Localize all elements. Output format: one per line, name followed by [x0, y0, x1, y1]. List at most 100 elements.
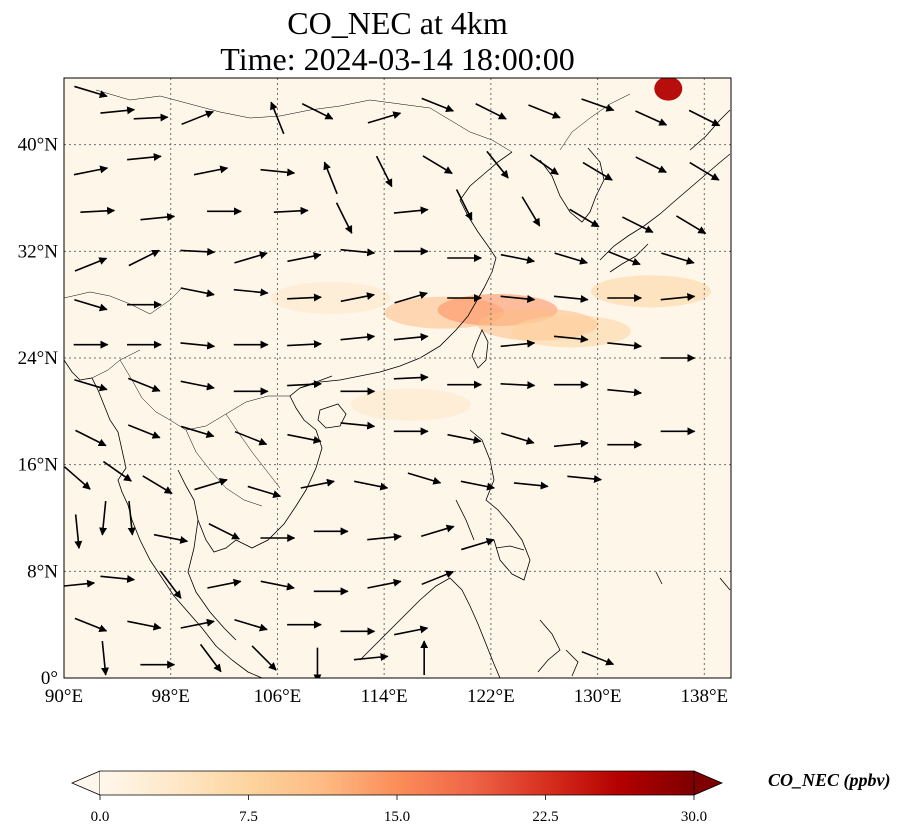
wind-arrow	[180, 380, 215, 391]
wind-arrow	[73, 165, 109, 176]
wind-arrow	[102, 460, 132, 482]
wind-arrow	[607, 341, 642, 350]
co-concentration-field	[270, 78, 711, 421]
wind-arrow	[74, 299, 108, 312]
wind-arrow	[140, 213, 176, 222]
wind-arrow	[80, 206, 116, 215]
wind-arrow	[375, 155, 393, 188]
concentration-feature	[350, 388, 471, 421]
wind-arrow	[635, 110, 668, 126]
wind-arrow	[180, 341, 216, 350]
colorbar-extend-max	[693, 770, 724, 796]
wind-arrow	[64, 466, 91, 490]
wind-arrow	[521, 196, 541, 227]
wind-arrow	[422, 155, 453, 175]
wind-arrow	[207, 578, 242, 589]
wind-arrow	[247, 485, 282, 498]
lon-tick-label: 98°E	[152, 686, 190, 707]
wind-arrow	[233, 288, 269, 297]
wind-arrow	[553, 439, 589, 448]
wind-arrow	[394, 625, 429, 636]
colorbar-tick-label: 15.0	[384, 809, 410, 825]
wind-arrow	[287, 380, 322, 389]
wind-arrow	[74, 85, 108, 98]
wind-arrow	[74, 379, 108, 392]
lat-tick-label: 24°N	[18, 348, 59, 369]
wind-arrow	[99, 501, 108, 536]
wind-arrow	[393, 373, 429, 382]
colorbar-label: CO_NEC (ppbv)	[768, 770, 891, 790]
lon-tick-label: 114°E	[361, 686, 408, 707]
lon-tick-label: 106°E	[254, 686, 302, 707]
colorbar-tick-label: 7.5	[239, 809, 258, 825]
wind-arrow	[447, 433, 482, 444]
wind-arrow	[554, 252, 588, 265]
wind-arrow	[553, 294, 589, 303]
wind-arrow	[199, 643, 222, 673]
wind-arrow	[301, 103, 334, 120]
wind-arrow	[270, 101, 285, 135]
wind-vectors	[64, 85, 721, 678]
wind-arrow	[500, 339, 536, 348]
wind-arrow	[194, 478, 228, 491]
wind-arrow	[181, 110, 214, 126]
colorbar-ticks: 0.0 7.5 15.0 22.5 30.0	[91, 795, 707, 825]
wind-arrow	[287, 252, 322, 263]
wind-arrow	[273, 206, 309, 215]
wind-arrow	[340, 421, 376, 430]
wind-arrow	[421, 570, 455, 586]
wind-arrow	[569, 208, 600, 228]
wind-arrow	[180, 287, 215, 298]
wind-arrow	[500, 381, 536, 390]
wind-arrow	[128, 249, 160, 267]
wind-arrow	[323, 161, 338, 195]
colorbar-tick-label: 22.5	[532, 809, 558, 825]
wind-arrow	[528, 104, 561, 119]
wind-arrow	[74, 617, 108, 633]
wind-arrow	[234, 430, 268, 446]
wind-arrow	[100, 574, 136, 583]
wind-arrow	[159, 570, 182, 599]
wind-arrow	[100, 106, 136, 115]
wind-arrow	[234, 619, 268, 632]
wind-arrow	[622, 216, 654, 233]
wind-arrow	[127, 377, 161, 393]
wind-arrow	[101, 641, 109, 676]
wind-arrow	[127, 153, 162, 162]
concentration-feature	[590, 275, 711, 308]
wind-arrow	[500, 294, 536, 303]
wind-arrow	[287, 433, 322, 444]
plot-frame	[63, 77, 732, 679]
wind-arrow	[529, 154, 559, 176]
lon-tick-label: 138°E	[680, 686, 728, 707]
map-title: CO_NEC at 4km	[287, 5, 508, 41]
wind-arrow	[607, 388, 642, 397]
wind-arrow	[367, 578, 402, 589]
wind-arrow	[193, 165, 229, 176]
wind-arrow	[208, 523, 241, 540]
wind-arrow	[300, 478, 335, 489]
wind-arrow	[553, 334, 589, 343]
wind-arrow	[260, 580, 295, 591]
wind-arrow	[142, 475, 173, 495]
wind-arrow	[340, 292, 375, 303]
wind-arrow	[394, 291, 428, 304]
colorbar: 0.0 7.5 15.0 22.5 30.0	[70, 770, 724, 825]
wind-arrow	[367, 111, 402, 124]
wind-arrow	[500, 253, 536, 264]
wind-arrow	[407, 472, 442, 485]
wind-arrow	[421, 524, 455, 537]
wind-arrow	[127, 501, 136, 536]
wind-arrow	[287, 340, 322, 349]
wind-arrow	[513, 481, 549, 490]
wind-arrow	[234, 251, 268, 264]
wind-arrow	[393, 206, 429, 215]
concentration-feature	[510, 315, 631, 348]
wind-arrow	[180, 247, 216, 256]
wind-arrow	[180, 618, 215, 629]
wind-arrow	[689, 161, 720, 181]
wind-arrow	[133, 113, 169, 122]
wind-arrow	[567, 474, 602, 483]
wind-arrow	[335, 202, 353, 234]
